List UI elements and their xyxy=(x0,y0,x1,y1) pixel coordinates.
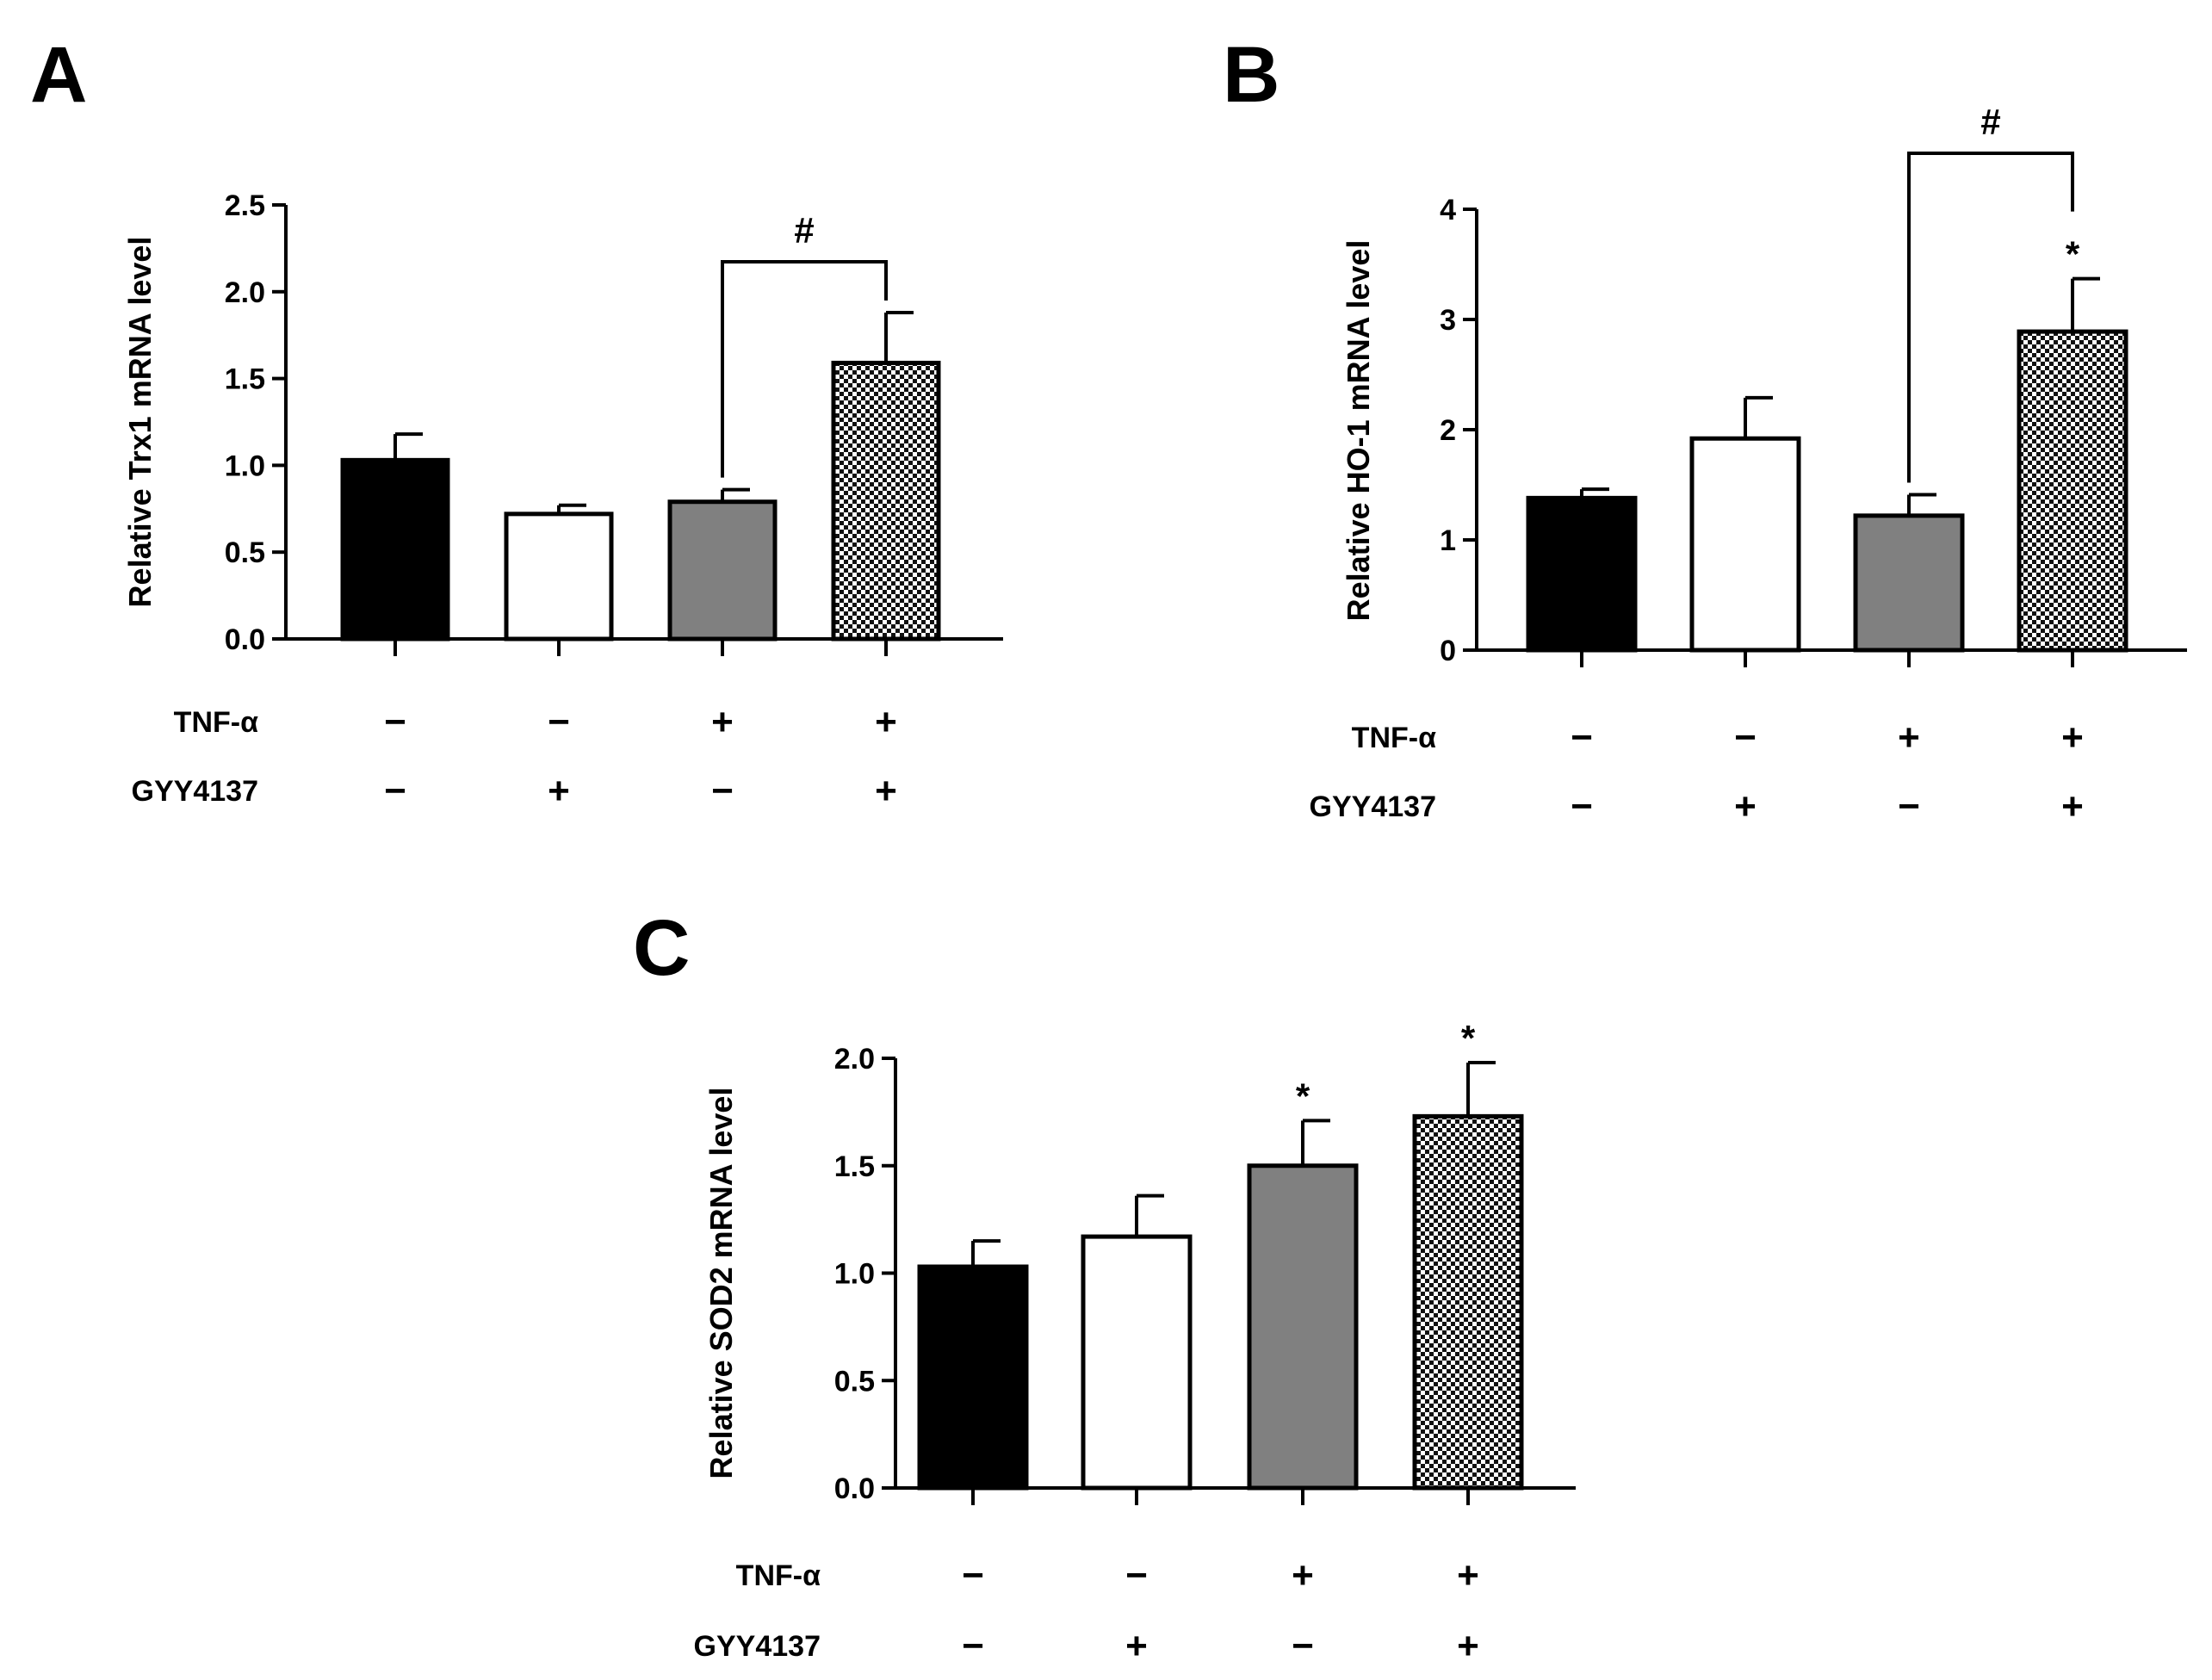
condition-sign: + xyxy=(2061,785,2084,828)
y-tick-label: 0 xyxy=(1440,635,1456,667)
y-tick-label: 1.5 xyxy=(225,363,265,396)
condition-label: GYY4137 xyxy=(132,775,258,808)
significance-star: * xyxy=(1296,1076,1310,1116)
condition-sign: − xyxy=(1571,716,1593,759)
significance-hash: # xyxy=(794,210,814,251)
significance-star: * xyxy=(2066,234,2080,275)
condition-sign: − xyxy=(1898,785,1920,828)
condition-label: TNF-α xyxy=(736,1559,821,1592)
bar xyxy=(1689,436,1801,653)
condition-sign: − xyxy=(1125,1554,1148,1596)
condition-label: GYY4137 xyxy=(694,1630,821,1663)
y-tick-label: 3 xyxy=(1440,304,1456,337)
significance-bracket xyxy=(1907,152,2074,483)
y-tick-label: 1 xyxy=(1440,524,1456,557)
condition-sign: − xyxy=(384,770,406,812)
condition-sign: − xyxy=(962,1554,984,1596)
panel-b-chart: B 0 1 2 3 4 Relative HO-1 mRNA level * # TNF-α − − +… xyxy=(1223,31,2187,828)
y-tick-label: 1.5 xyxy=(834,1150,875,1183)
condition-label: GYY4137 xyxy=(1310,790,1436,823)
panel-a-chart: A 0.0 0.5 1.0 1.5 2.0 2.5 Relative Trx1 mRNA le… xyxy=(30,31,1003,812)
y-tick-label: 0.5 xyxy=(225,536,265,569)
bar xyxy=(504,511,614,642)
significance-bracket xyxy=(721,260,888,478)
condition-sign: + xyxy=(2061,716,2084,759)
y-tick-label: 1.0 xyxy=(834,1258,875,1291)
condition-sign: − xyxy=(1292,1625,1314,1667)
y-tick-label: 2.0 xyxy=(834,1043,875,1076)
condition-label: TNF-α xyxy=(174,706,258,739)
bar xyxy=(917,1264,1029,1491)
condition-sign: − xyxy=(384,701,406,743)
panel-b-label: B xyxy=(1223,31,1279,119)
condition-sign: + xyxy=(1125,1625,1148,1667)
y-tick-label: 2.5 xyxy=(225,189,265,222)
bar xyxy=(2017,329,2128,653)
condition-sign: − xyxy=(548,701,570,743)
condition-sign: + xyxy=(1734,785,1757,828)
condition-sign: + xyxy=(711,701,734,743)
bar xyxy=(1247,1163,1359,1491)
condition-label: TNF-α xyxy=(1352,722,1436,754)
condition-sign: − xyxy=(711,770,734,812)
condition-sign: − xyxy=(962,1625,984,1667)
condition-sign: + xyxy=(1457,1625,1479,1667)
condition-sign: + xyxy=(548,770,570,812)
condition-sign: + xyxy=(1292,1554,1314,1596)
significance-hash: # xyxy=(1980,102,2000,142)
condition-sign: − xyxy=(1571,785,1593,828)
significance-star: * xyxy=(1461,1018,1476,1058)
bar xyxy=(340,457,450,642)
y-tick-label: 4 xyxy=(1440,194,1456,226)
y-axis-title: Relative Trx1 mRNA level xyxy=(122,237,158,608)
bar xyxy=(1412,1113,1524,1491)
condition-sign: + xyxy=(1898,716,1920,759)
condition-sign: + xyxy=(875,701,897,743)
bar xyxy=(1526,495,1638,653)
bar xyxy=(667,499,778,642)
panel-a-label: A xyxy=(30,31,87,119)
panel-c-label: C xyxy=(633,904,690,992)
y-tick-label: 1.0 xyxy=(225,449,265,482)
condition-sign: + xyxy=(1457,1554,1479,1596)
condition-sign: + xyxy=(875,770,897,812)
condition-sign: − xyxy=(1734,716,1757,759)
y-tick-label: 2.0 xyxy=(225,276,265,309)
y-tick-label: 2 xyxy=(1440,414,1456,447)
bar xyxy=(1853,513,1965,653)
y-axis-title: Relative HO-1 mRNA level xyxy=(1341,240,1376,622)
bar xyxy=(831,360,941,642)
bar xyxy=(1081,1234,1193,1491)
panel-c-chart: C 0.0 0.5 1.0 1.5 2.0 Relative SOD2 mRNA level… xyxy=(633,904,1576,1667)
y-tick-label: 0.5 xyxy=(834,1365,875,1398)
y-tick-label: 0.0 xyxy=(225,623,265,656)
y-axis-title: Relative SOD2 mRNA level xyxy=(703,1088,739,1479)
y-tick-label: 0.0 xyxy=(834,1472,875,1505)
